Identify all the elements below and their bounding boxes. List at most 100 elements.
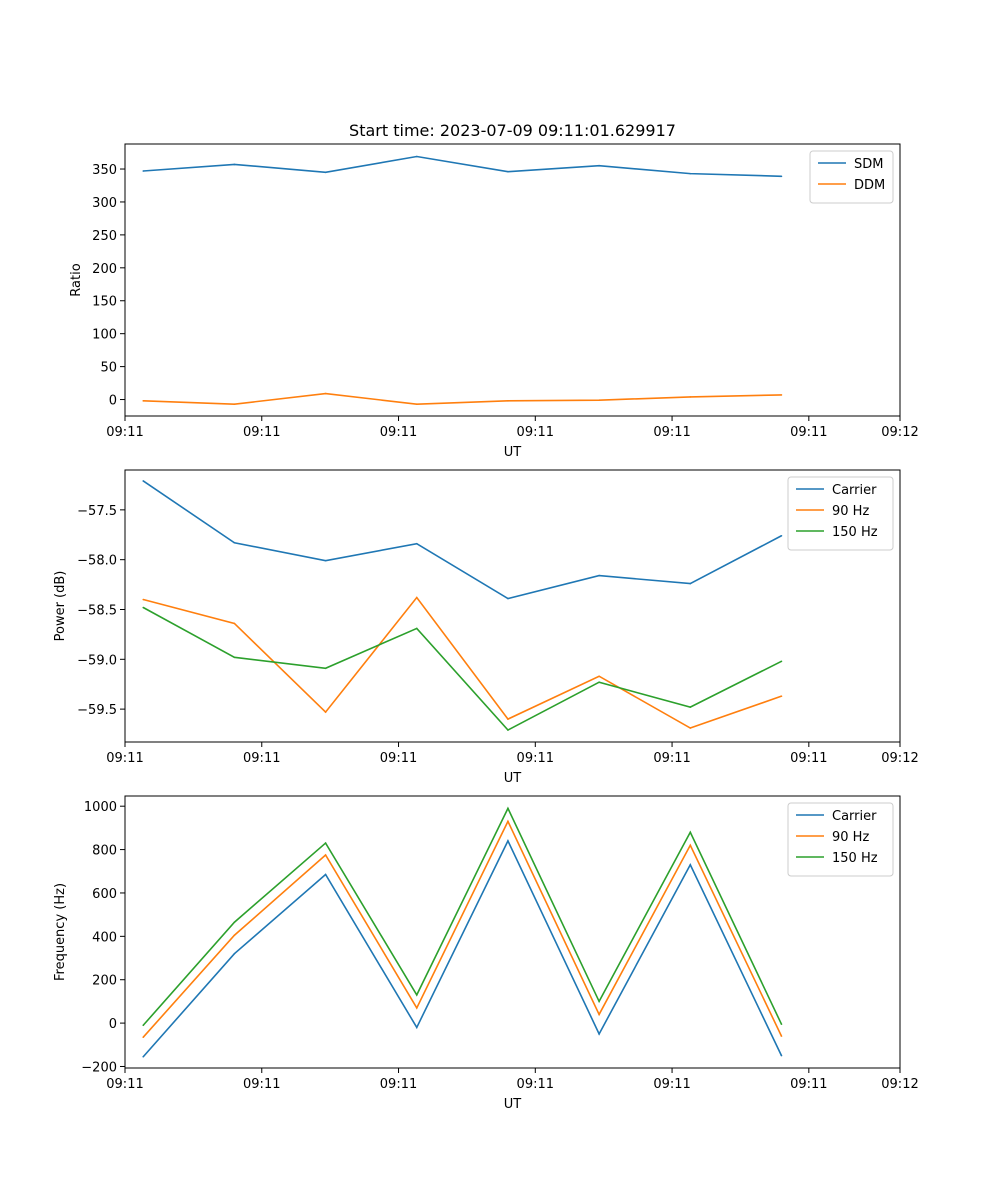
data-point (324, 559, 327, 562)
data-point (324, 873, 327, 876)
plot-area-frame (124, 795, 901, 1069)
y-tick-label: 800 (92, 844, 117, 859)
data-point (415, 1026, 418, 1029)
data-point (507, 597, 509, 600)
data-point (780, 695, 783, 697)
x-tick-label: 09:11 (380, 425, 417, 440)
series-line-150-hz (142, 806, 783, 1026)
legend-label: Carrier (832, 809, 877, 824)
data-point (142, 606, 145, 609)
data-point (598, 675, 600, 678)
data-point (780, 660, 783, 663)
data-point (689, 831, 692, 834)
data-point (507, 840, 509, 842)
x-tick-label: 09:11 (106, 751, 143, 766)
x-tick-label: 09:11 (243, 1077, 280, 1092)
x-tick-label: 09:11 (243, 425, 280, 440)
legend-box (809, 150, 894, 204)
x-axis-label: UT (504, 771, 522, 786)
x-tick-label: 09:11 (653, 425, 690, 440)
series-line-90-hz (143, 596, 782, 729)
y-tick-label: 350 (92, 163, 117, 178)
x-tick-label: 09:12 (881, 425, 918, 440)
data-point (507, 718, 509, 720)
x-tick-label: 09:12 (881, 751, 918, 766)
x-tick-label: 09:11 (106, 425, 143, 440)
series-line-carrier (142, 480, 782, 600)
y-axis-label: Frequency (Hz) (53, 883, 68, 981)
data-point (689, 582, 692, 585)
data-point (233, 952, 236, 955)
series-line-90-hz (142, 819, 783, 1038)
data-point (415, 627, 418, 630)
y-tick-label: −58.5 (77, 603, 117, 618)
data-point (415, 1007, 418, 1009)
data-point (598, 1013, 600, 1016)
data-point (233, 921, 236, 924)
y-tick-label: 0 (109, 1017, 117, 1032)
y-tick-label: −58.0 (77, 554, 117, 569)
x-tick-label: 09:11 (790, 751, 827, 766)
y-axis-label: Ratio (69, 263, 84, 296)
chart-panel-3: 09:11 09:11 09:11 09:11 09:11 09:11 09:12 −200 0… (53, 795, 919, 1112)
y-tick-label: 1000 (84, 800, 117, 815)
chart-panel-2: 09:11 09:11 09:11 09:11 09:11 09:11 09:12 −57.5… (53, 469, 919, 786)
data-point (142, 598, 145, 601)
data-point (689, 863, 692, 866)
data-point (142, 170, 145, 172)
data-point (780, 1054, 783, 1057)
data-point (415, 542, 418, 545)
x-tick-label: 09:11 (517, 425, 554, 440)
plot-area-frame (124, 143, 901, 417)
data-point (507, 820, 509, 823)
x-tick-label: 09:11 (653, 751, 690, 766)
data-point (689, 706, 692, 708)
data-point (415, 596, 418, 599)
series-line-carrier (142, 839, 783, 1058)
data-point (415, 403, 418, 405)
data-point (324, 392, 327, 395)
chart-title: Start time: 2023-07-09 09:11:01.629917 (349, 121, 676, 140)
y-tick-label: 400 (92, 930, 117, 945)
data-point (780, 1023, 783, 1025)
data-point (507, 807, 509, 810)
x-axis-label: UT (504, 445, 522, 460)
y-tick-label: 150 (92, 295, 117, 310)
data-point (233, 541, 236, 544)
x-tick-label: 09:12 (881, 1077, 918, 1092)
data-point (324, 711, 327, 713)
legend: Carrier 90 Hz 150 Hz (787, 802, 894, 877)
data-point (598, 574, 600, 577)
data-point (233, 622, 236, 625)
data-point (598, 1000, 600, 1003)
x-tick-label: 09:11 (243, 751, 280, 766)
y-tick-label: 0 (109, 394, 117, 409)
data-point (507, 400, 509, 402)
y-tick-label: 50 (100, 361, 117, 376)
x-tick-label: 09:11 (380, 751, 417, 766)
x-tick-label: 09:11 (106, 1077, 143, 1092)
legend-label: 150 Hz (832, 851, 878, 866)
y-tick-label: 200 (92, 262, 117, 277)
y-tick-label: 100 (92, 328, 117, 343)
data-point (324, 842, 327, 844)
data-point (324, 171, 327, 174)
data-point (142, 400, 145, 402)
data-point (598, 1033, 600, 1035)
data-point (142, 480, 145, 482)
x-tick-label: 09:11 (517, 1077, 554, 1092)
legend-label: Carrier (832, 483, 877, 498)
data-point (689, 844, 692, 847)
legend: SDM DDM (809, 150, 894, 204)
y-tick-label: −200 (81, 1060, 117, 1075)
data-point (415, 155, 418, 158)
x-tick-label: 09:11 (790, 425, 827, 440)
legend: Carrier 90 Hz 150 Hz (787, 476, 894, 551)
data-point (324, 667, 327, 670)
x-axis-label: UT (504, 1097, 522, 1112)
x-tick-label: 09:11 (517, 751, 554, 766)
chart-panel-1: Start time: 2023-07-09 09:11:01.629917 09… (69, 121, 919, 460)
y-tick-label: 600 (92, 887, 117, 902)
data-point (324, 854, 327, 856)
